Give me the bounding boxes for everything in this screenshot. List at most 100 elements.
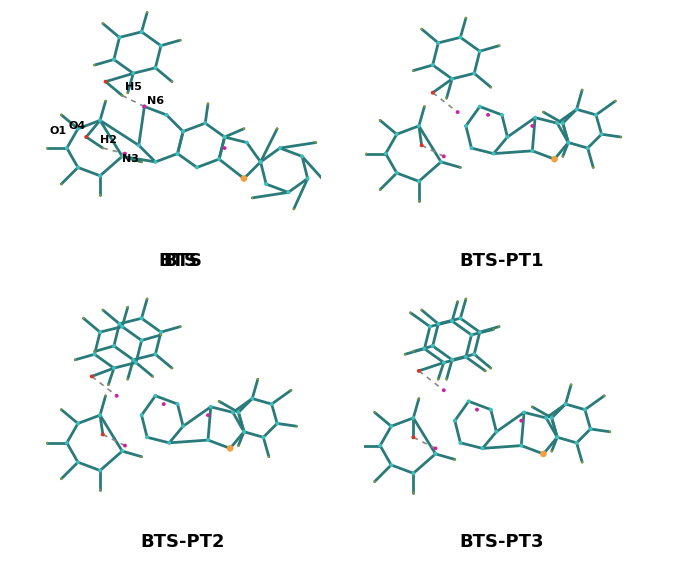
Circle shape	[207, 102, 209, 105]
Circle shape	[423, 105, 425, 108]
Circle shape	[175, 152, 179, 156]
Circle shape	[175, 152, 179, 156]
Circle shape	[171, 367, 173, 369]
Circle shape	[545, 416, 548, 420]
Circle shape	[65, 441, 68, 445]
Circle shape	[469, 333, 473, 337]
Circle shape	[236, 410, 240, 414]
Circle shape	[93, 64, 96, 66]
Circle shape	[378, 444, 382, 448]
Circle shape	[442, 155, 446, 158]
Circle shape	[240, 175, 247, 182]
Text: BTS-PT3: BTS-PT3	[460, 533, 544, 551]
Circle shape	[286, 190, 290, 194]
Circle shape	[132, 358, 135, 362]
Circle shape	[142, 105, 147, 109]
Circle shape	[140, 456, 142, 458]
Circle shape	[175, 402, 179, 406]
Circle shape	[223, 135, 227, 139]
Circle shape	[171, 80, 173, 83]
Circle shape	[418, 397, 420, 400]
Circle shape	[522, 410, 526, 414]
Circle shape	[412, 70, 414, 72]
Circle shape	[98, 469, 102, 473]
Circle shape	[543, 111, 545, 113]
Circle shape	[290, 389, 292, 391]
Circle shape	[395, 171, 399, 175]
Circle shape	[492, 152, 495, 156]
Circle shape	[242, 430, 246, 434]
Circle shape	[436, 322, 440, 326]
Circle shape	[586, 146, 590, 150]
Circle shape	[373, 411, 375, 414]
Circle shape	[410, 312, 412, 314]
Circle shape	[456, 301, 459, 303]
Circle shape	[594, 113, 598, 117]
Circle shape	[620, 136, 622, 138]
Circle shape	[465, 17, 467, 19]
Circle shape	[562, 155, 564, 157]
Circle shape	[217, 157, 221, 161]
Circle shape	[127, 378, 129, 380]
Circle shape	[118, 322, 121, 326]
Circle shape	[140, 413, 144, 417]
Circle shape	[127, 306, 129, 308]
Circle shape	[146, 11, 148, 14]
Circle shape	[76, 460, 80, 464]
Circle shape	[436, 41, 440, 45]
Circle shape	[251, 197, 253, 199]
Circle shape	[98, 330, 102, 334]
Circle shape	[206, 438, 210, 442]
Circle shape	[551, 156, 558, 162]
Circle shape	[159, 330, 163, 334]
Circle shape	[373, 481, 375, 483]
Circle shape	[270, 402, 273, 406]
Circle shape	[242, 177, 246, 181]
Circle shape	[108, 384, 110, 386]
Circle shape	[76, 127, 80, 131]
Circle shape	[268, 456, 270, 458]
Circle shape	[498, 45, 500, 47]
Circle shape	[450, 77, 454, 81]
Circle shape	[434, 452, 438, 456]
Circle shape	[583, 408, 587, 411]
Circle shape	[360, 444, 362, 447]
Circle shape	[101, 432, 105, 436]
Circle shape	[140, 316, 144, 320]
Circle shape	[102, 23, 104, 25]
Circle shape	[533, 115, 537, 119]
Circle shape	[123, 444, 127, 448]
Circle shape	[264, 182, 268, 186]
Circle shape	[481, 447, 484, 451]
Circle shape	[506, 135, 510, 139]
Circle shape	[609, 431, 611, 433]
Circle shape	[195, 165, 199, 169]
Text: N3: N3	[122, 154, 139, 164]
Circle shape	[493, 328, 495, 331]
Circle shape	[278, 146, 282, 150]
Circle shape	[121, 449, 124, 453]
Circle shape	[458, 36, 462, 39]
Circle shape	[530, 124, 534, 128]
Circle shape	[276, 127, 278, 130]
Circle shape	[466, 400, 471, 403]
Circle shape	[458, 316, 462, 320]
Circle shape	[412, 435, 415, 439]
Circle shape	[98, 413, 102, 417]
Circle shape	[566, 140, 571, 144]
Circle shape	[588, 427, 593, 431]
Circle shape	[98, 174, 102, 178]
Circle shape	[137, 143, 140, 147]
Circle shape	[275, 422, 279, 426]
Circle shape	[412, 491, 414, 494]
Circle shape	[495, 430, 498, 434]
Circle shape	[486, 113, 490, 117]
Circle shape	[146, 298, 148, 300]
Circle shape	[498, 325, 500, 328]
Circle shape	[227, 445, 234, 452]
Circle shape	[99, 489, 101, 491]
Text: H5: H5	[125, 82, 142, 92]
Circle shape	[465, 298, 467, 300]
Circle shape	[326, 183, 328, 185]
Circle shape	[431, 63, 435, 67]
